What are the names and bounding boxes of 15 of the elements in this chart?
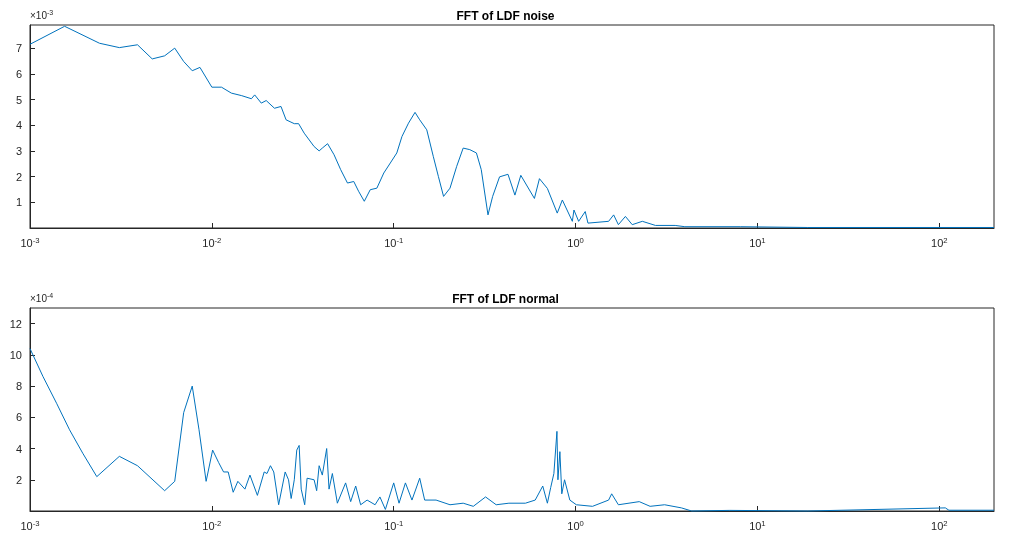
y-tick-label: 5 (15, 93, 22, 106)
y-tick-label: 8 (15, 380, 22, 393)
y-tick-label: 6 (15, 67, 22, 80)
y-tick-label: 10 (9, 348, 22, 361)
y-tick-label: 1 (15, 196, 22, 209)
y-tick-label: 4 (15, 442, 22, 455)
y-tick-label: 2 (15, 473, 22, 486)
y-tick-label: 12 (9, 317, 22, 330)
y-tick-label: 6 (15, 411, 22, 424)
chart-title: FFT of LDF normal (452, 292, 559, 306)
chart-title: FFT of LDF noise (456, 9, 555, 23)
y-tick-label: 4 (15, 119, 22, 132)
y-tick-label: 7 (15, 42, 22, 55)
y-tick-label: 2 (15, 170, 22, 183)
y-tick-label: 3 (15, 144, 22, 157)
